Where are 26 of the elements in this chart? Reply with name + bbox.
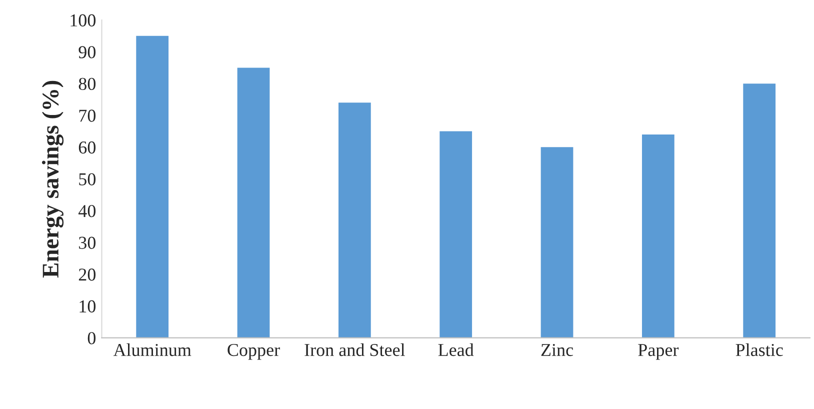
y-tick-label: 10 xyxy=(80,300,96,312)
x-tick-label: Paper xyxy=(638,344,679,360)
x-tick-label: Iron and Steel xyxy=(304,343,405,356)
y-tick-label: 20 xyxy=(78,268,96,281)
y-tick-label: 80 xyxy=(78,78,96,90)
y-tick-label: 100 xyxy=(70,14,96,26)
bar xyxy=(237,68,270,338)
y-tick-label: 50 xyxy=(79,173,96,186)
bar xyxy=(338,102,371,338)
x-tick-label: Plastic xyxy=(736,343,783,356)
y-tick-label: 90 xyxy=(78,46,96,58)
x-tick-label: Zinc xyxy=(541,344,573,356)
y-tick-label: 0 xyxy=(88,332,96,344)
bar xyxy=(642,134,674,338)
y-tick-label: 40 xyxy=(78,204,96,218)
bar xyxy=(743,84,776,338)
y-axis-title: Energy savings (%) xyxy=(42,80,64,278)
x-tick-label: Lead xyxy=(438,343,474,356)
y-tick-label: 60 xyxy=(78,141,96,154)
x-tick-label: Copper xyxy=(228,344,280,360)
y-tick-label: 70 xyxy=(79,110,96,122)
x-tick-label: Aluminum xyxy=(113,343,192,356)
y-tick-label: 30 xyxy=(79,236,96,249)
bar xyxy=(540,147,574,338)
bar xyxy=(440,131,472,338)
bar xyxy=(136,36,169,338)
